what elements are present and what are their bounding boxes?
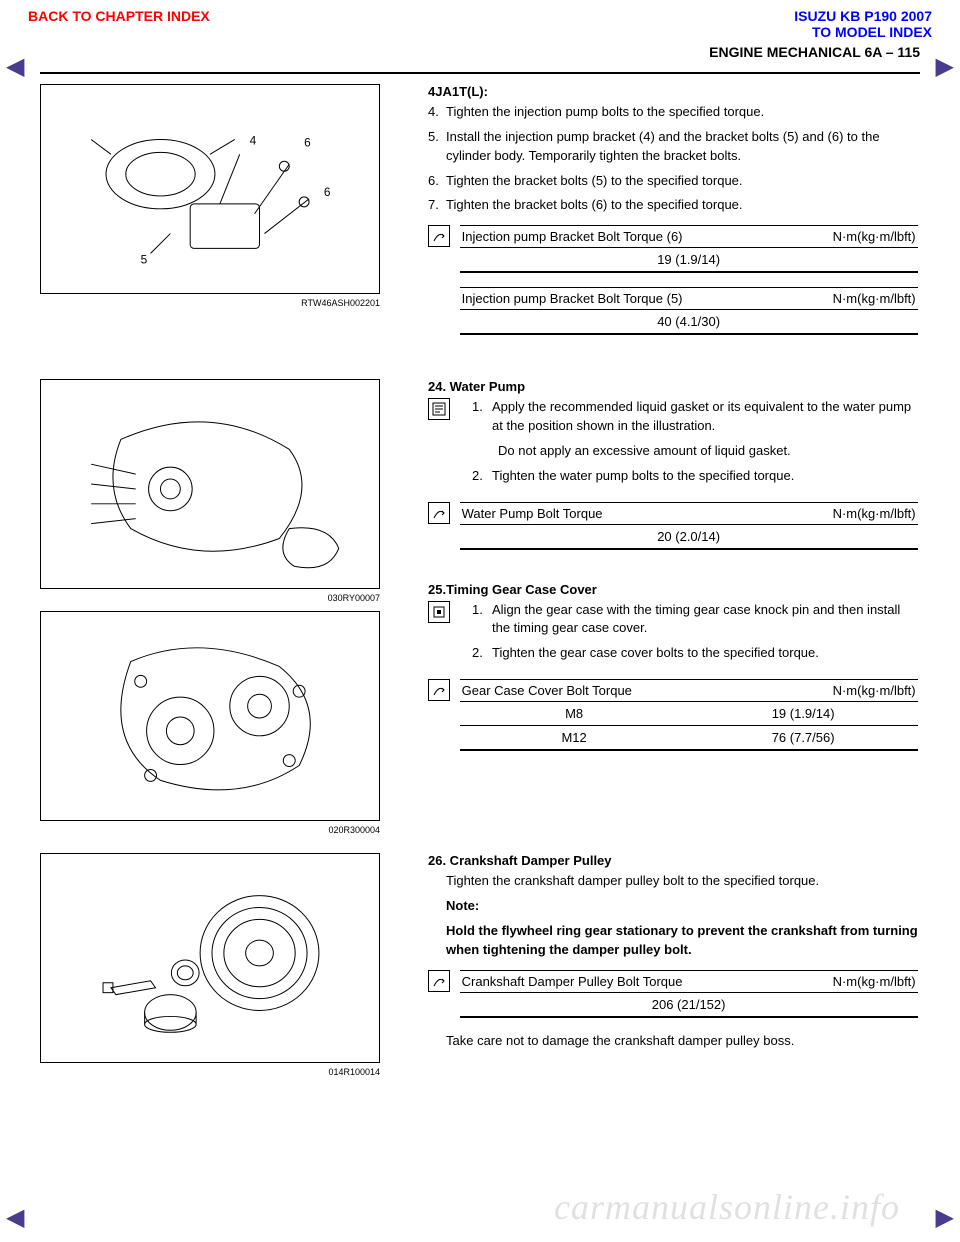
list-item: 7.Tighten the bracket bolts (6) to the s…: [446, 196, 920, 215]
svg-text:4: 4: [250, 133, 257, 147]
spec-value: 19 (1.9/14): [689, 702, 918, 726]
nav-next-top-icon[interactable]: ▶: [936, 52, 954, 81]
spec-unit: N·m(kg·m/lbft): [833, 291, 916, 306]
figure-gear-case: [40, 611, 380, 821]
list-item: 6.Tighten the bracket bolts (5) to the s…: [446, 172, 920, 191]
watermark: carmanualsonline.info: [554, 1186, 900, 1228]
nav-prev-bottom-icon[interactable]: ◀: [6, 1203, 24, 1232]
note-text: Hold the flywheel ring gear stationary t…: [428, 922, 920, 960]
spec-label: Injection pump Bracket Bolt Torque (6): [462, 229, 683, 244]
list-item: 4.Tighten the injection pump bolts to th…: [446, 103, 920, 122]
note-icon: [428, 398, 450, 420]
spec-key: M8: [460, 702, 689, 726]
figure-caption: 014R100014: [40, 1067, 380, 1077]
spec-value: 76 (7.7/56): [689, 726, 918, 751]
spec-unit: N·m(kg·m/lbft): [833, 229, 916, 244]
spec-unit: N·m(kg·m/lbft): [833, 974, 916, 989]
paragraph: Take care not to damage the crankshaft d…: [428, 1032, 920, 1051]
model-index-link[interactable]: TO MODEL INDEX: [794, 24, 932, 40]
spec-label: Crankshaft Damper Pulley Bolt Torque: [462, 974, 683, 989]
spec-unit: N·m(kg·m/lbft): [833, 683, 916, 698]
figure-damper-pulley: [40, 853, 380, 1063]
nav-next-bottom-icon[interactable]: ▶: [936, 1203, 954, 1232]
spec-value: 20 (2.0/14): [460, 525, 918, 550]
list-item: 2.Tighten the water pump bolts to the sp…: [492, 467, 920, 486]
svg-text:6: 6: [324, 185, 331, 199]
model-link[interactable]: ISUZU KB P190 2007: [794, 8, 932, 24]
svg-text:5: 5: [141, 252, 148, 266]
note-label: Note:: [428, 897, 920, 916]
section-heading: 25.Timing Gear Case Cover: [428, 582, 920, 597]
spec-unit: N·m(kg·m/lbft): [833, 506, 916, 521]
page-title: ENGINE MECHANICAL 6A – 115: [40, 42, 920, 66]
spec-value: 206 (21/152): [460, 993, 918, 1018]
figure-water-pump: [40, 379, 380, 589]
torque-icon: [428, 679, 450, 701]
figure-caption: RTW46ASH002201: [40, 298, 380, 308]
torque-icon: [428, 970, 450, 992]
assembly-icon: [428, 601, 450, 623]
torque-icon: [428, 502, 450, 524]
note-text: Do not apply an excessive amount of liqu…: [456, 442, 920, 461]
spec-value: 19 (1.9/14): [460, 248, 918, 273]
list-item: 1.Align the gear case with the timing ge…: [492, 601, 920, 639]
spec-key: M12: [460, 726, 689, 751]
list-item: 1.Apply the recommended liquid gasket or…: [492, 398, 920, 436]
list-item: 5.Install the injection pump bracket (4)…: [446, 128, 920, 166]
figure-caption: 020R300004: [40, 825, 380, 835]
figure-injection-pump: 4 6 6 5: [40, 84, 380, 294]
figure-caption: 030RY00007: [40, 593, 380, 603]
spec-label: Water Pump Bolt Torque: [462, 506, 603, 521]
torque-icon: [428, 225, 450, 247]
spec-label: Injection pump Bracket Bolt Torque (5): [462, 291, 683, 306]
list-item: 2.Tighten the gear case cover bolts to t…: [492, 644, 920, 663]
spec-label: Gear Case Cover Bolt Torque: [462, 683, 632, 698]
spec-value: 40 (4.1/30): [460, 310, 918, 335]
back-to-chapter-link[interactable]: BACK TO CHAPTER INDEX: [28, 8, 210, 40]
paragraph: Tighten the crankshaft damper pulley bol…: [428, 872, 920, 891]
section-heading: 26. Crankshaft Damper Pulley: [428, 853, 920, 868]
section-heading: 24. Water Pump: [428, 379, 920, 394]
nav-prev-top-icon[interactable]: ◀: [6, 52, 24, 81]
section-heading: 4JA1T(L):: [428, 84, 920, 99]
svg-text:6: 6: [304, 135, 311, 149]
